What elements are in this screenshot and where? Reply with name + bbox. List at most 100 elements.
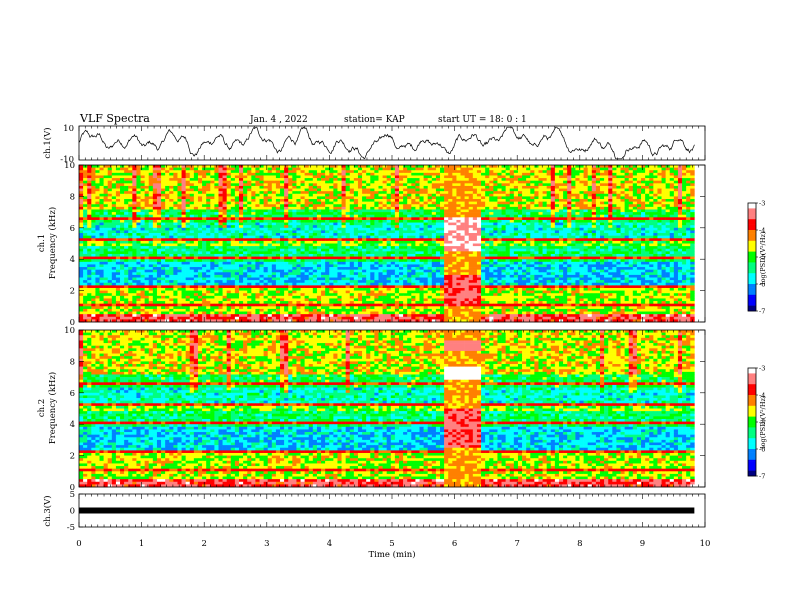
spectrogram-cell (387, 181, 391, 184)
spectrogram-cell (674, 233, 678, 236)
spectrogram-cell (231, 238, 235, 241)
spectrogram-cell (563, 225, 567, 228)
spectrogram-cell (354, 186, 358, 189)
spectrogram-cell (592, 168, 596, 171)
spectrogram-cell (145, 223, 149, 226)
spectrogram-cell (600, 189, 604, 192)
spectrogram-cell (616, 191, 620, 194)
spectrogram-cell (526, 199, 530, 202)
spectrogram-cell (493, 246, 497, 249)
spectrogram-cell (411, 244, 415, 247)
spectrogram-cell (268, 225, 272, 228)
spectrogram-cell (87, 194, 91, 197)
spectrogram-cell (399, 168, 403, 171)
spectrogram-cell (268, 212, 272, 215)
spectrogram-cell (567, 246, 571, 249)
spectrogram-cell (690, 230, 694, 233)
spectrogram-cell (649, 196, 653, 199)
spectrogram-cell (395, 186, 399, 189)
spectrogram-cell (116, 204, 120, 207)
spectrogram-cell (526, 181, 530, 184)
spectrogram-cell (641, 207, 645, 210)
spectrogram-cell (313, 173, 317, 176)
spectrogram-cell (456, 189, 460, 192)
spectrogram-cell (522, 194, 526, 197)
spectrogram-cell (411, 207, 415, 210)
spectrogram-cell (612, 178, 616, 181)
spectrogram-cell (296, 191, 300, 194)
spectrogram-cell (612, 233, 616, 236)
spectrogram-cell (555, 178, 559, 181)
spectrogram-cell (255, 238, 259, 241)
spectrogram-cell (247, 168, 251, 171)
spectrogram-cell (657, 249, 661, 252)
spectrogram-cell (604, 230, 608, 233)
spectrogram-cell (456, 233, 460, 236)
spectrogram-cell (104, 223, 108, 226)
spectrogram-cell (231, 173, 235, 176)
spectrogram-cell (395, 228, 399, 231)
spectrogram-cell (592, 207, 596, 210)
spectrogram-cell (128, 173, 132, 176)
spectrogram-cell (251, 168, 255, 171)
spectrogram-cell (317, 246, 321, 249)
spectrogram-cell (424, 168, 428, 171)
spectrogram-cell (649, 209, 653, 212)
spectrogram-cell (309, 183, 313, 186)
spectrogram-cell (149, 246, 153, 249)
spectrogram-cell (136, 173, 140, 176)
spectrogram-cell (666, 186, 670, 189)
spectrogram-cell (378, 202, 382, 205)
spectrogram-cell (354, 183, 358, 186)
spectrogram-cell (227, 207, 231, 210)
spectrogram-cell (325, 207, 329, 210)
spectrogram-cell (342, 194, 346, 197)
spectrogram-cell (255, 173, 259, 176)
spectrogram-cell (571, 191, 575, 194)
spectrogram-cell (465, 225, 469, 228)
spectrogram-cell (313, 181, 317, 184)
spectrogram-cell (157, 238, 161, 241)
spectrogram-cell (465, 173, 469, 176)
spectrogram-cell (239, 225, 243, 228)
spectrogram-cell (555, 189, 559, 192)
spectrogram-cell (284, 204, 288, 207)
spectrogram-cell (169, 241, 173, 244)
spectrogram-cell (218, 191, 222, 194)
spectrogram-cell (260, 238, 264, 241)
spectrogram-cell (95, 183, 99, 186)
spectrogram-cell (100, 165, 104, 168)
spectrogram-cell (210, 228, 214, 231)
spectrogram-cell (657, 207, 661, 210)
spectrogram-cell (657, 181, 661, 184)
spectrogram-cell (104, 189, 108, 192)
spectrogram-cell (124, 223, 128, 226)
spectrogram-cell (579, 215, 583, 218)
spectrogram-cell (251, 204, 255, 207)
spectrogram-cell (214, 199, 218, 202)
spectrogram-cell (218, 230, 222, 233)
spectrogram-cell (227, 175, 231, 178)
spectrogram-cell (198, 173, 202, 176)
spectrogram-cell (415, 165, 419, 168)
spectrogram-cell (337, 241, 341, 244)
spectrogram-cell (362, 165, 366, 168)
spectrogram-cell (153, 236, 157, 239)
spectrogram-cell (337, 236, 341, 239)
spectrogram-cell (272, 215, 276, 218)
spectrogram-cell (329, 183, 333, 186)
spectrogram-cell (132, 175, 136, 178)
spectrogram-cell (497, 194, 501, 197)
spectrogram-cell (268, 170, 272, 173)
spectrogram-cell (309, 168, 313, 171)
spectrogram-cell (366, 199, 370, 202)
spectrogram-cell (108, 202, 112, 205)
spectrogram-cell (456, 168, 460, 171)
spectrogram-cell (674, 246, 678, 249)
spectrogram-cell (633, 204, 637, 207)
spectrogram-cell (543, 183, 547, 186)
spectrogram-cell (91, 251, 95, 254)
spectrogram-cell (452, 196, 456, 199)
spectrogram-cell (391, 194, 395, 197)
spectrogram-cell (506, 215, 510, 218)
